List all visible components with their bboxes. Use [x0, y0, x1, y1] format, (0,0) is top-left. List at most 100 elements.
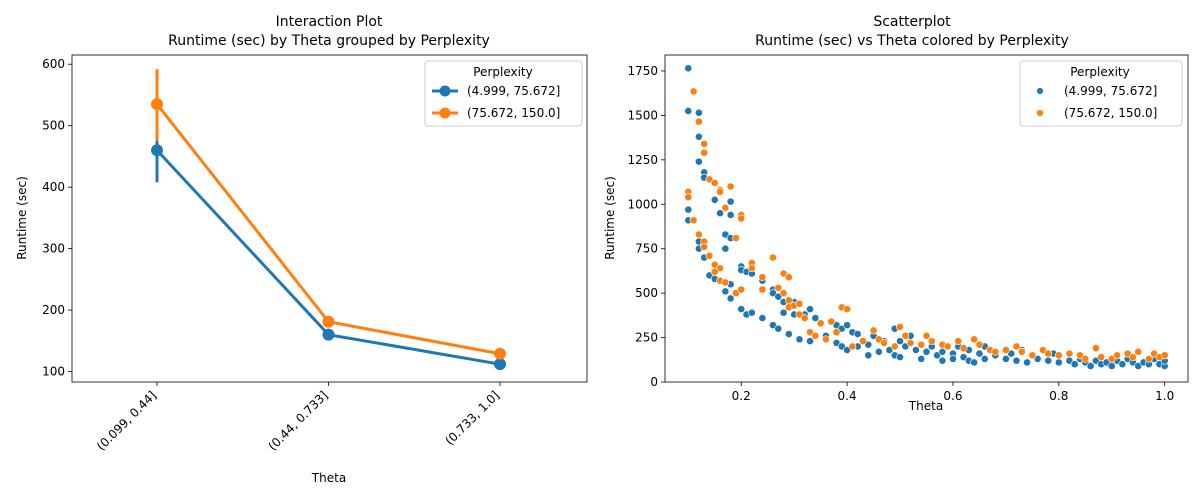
interaction-plot-y-ticks: 100 200 300 400 500 600	[42, 57, 72, 379]
scatterplot-point	[732, 234, 740, 242]
scatterplot-point	[705, 251, 714, 260]
scatterplot-point	[689, 87, 698, 96]
scatterplot-point	[912, 346, 920, 354]
scatterplot-point	[837, 324, 846, 333]
scatterplot-point	[784, 273, 793, 282]
scatterplot-point	[1134, 347, 1143, 356]
interaction-plot-marks	[151, 69, 506, 371]
scatterplot-point	[943, 342, 952, 351]
scatterplot-point	[906, 339, 915, 347]
scatterplot-point	[726, 182, 735, 191]
scatterplot-point	[758, 285, 767, 294]
scatterplot-point	[1081, 354, 1090, 363]
scatterplot-point	[1134, 362, 1143, 370]
scatterplot-legend-title: Perplexity	[1070, 65, 1130, 79]
scatterplot-marks	[684, 64, 1169, 370]
scatterplot-x-ticks: 0.2 0.4 0.6 0.8 1.0	[732, 382, 1174, 403]
interaction-plot-point	[494, 358, 506, 371]
scatterplot-point	[1076, 351, 1084, 360]
scatterplot-y-tick-label: 250	[635, 331, 658, 345]
interaction-plot-legend-title: Perplexity	[473, 65, 533, 79]
scatterplot-point	[832, 339, 841, 347]
scatterplot-point	[917, 354, 926, 363]
scatterplot-point	[1107, 362, 1116, 370]
scatterplot-point	[874, 335, 883, 344]
scatterplot-point	[694, 230, 703, 239]
scatterplot-point	[726, 211, 735, 219]
scatterplot-y-axis-label: Runtime (sec)	[603, 176, 617, 260]
interaction-plot-legend-entry-2: (75.672, 150.0]	[432, 106, 560, 120]
scatterplot-legend-label-2: (75.672, 150.0]	[1064, 106, 1157, 120]
scatterplot-point	[980, 354, 989, 363]
scatterplot-point	[853, 330, 862, 338]
scatterplot-point	[684, 205, 693, 214]
scatterplot-point	[747, 308, 756, 317]
scatterplot-point	[795, 310, 804, 319]
interaction-plot-y-axis-label: Runtime (sec)	[15, 176, 29, 260]
interaction-plot-title-line-1: Interaction Plot	[276, 14, 383, 30]
scatterplot-point	[843, 305, 851, 314]
scatterplot-y-tick-label: 1000	[627, 197, 658, 211]
interaction-plot-point	[494, 347, 506, 360]
scatterplot-x-tick-label: 0.2	[732, 389, 751, 403]
scatterplot-point	[1070, 360, 1079, 369]
scatterplot-point	[896, 337, 904, 346]
scatterplot-point	[1065, 349, 1074, 358]
scatterplot-point	[716, 209, 724, 218]
interaction-plot-legend-box	[424, 60, 583, 127]
scatterplot-point	[848, 342, 857, 351]
scatterplot-point	[970, 335, 979, 344]
scatterplot-point	[1054, 351, 1063, 360]
scatterplot-point	[721, 287, 730, 296]
scatterplot-point	[975, 340, 984, 349]
scatterplot-point	[758, 314, 767, 322]
scatterplot-point	[737, 305, 746, 314]
interaction-plot-point	[322, 328, 335, 341]
scatterplot-point	[784, 296, 793, 305]
scatterplot-point	[1129, 353, 1137, 362]
scatterplot-title-line-1: Scatterplot	[873, 14, 951, 30]
scatterplot-point	[843, 346, 851, 354]
scatterplot-point	[1023, 358, 1031, 367]
scatterplot-point	[1091, 356, 1100, 365]
scatterplot-point	[822, 335, 830, 344]
scatterplot-point	[779, 308, 788, 317]
scatterplot-point	[721, 230, 730, 239]
scatterplot-point	[721, 203, 730, 212]
scatterplot-point	[901, 342, 910, 351]
scatterplot-point	[811, 314, 820, 322]
scatterplot-point	[774, 324, 783, 333]
interaction-plot-legend-marker-2	[439, 107, 451, 119]
scatterplot-point	[1118, 360, 1127, 369]
scatterplot-x-tick-label: 0.4	[838, 389, 857, 403]
scatterplot-point	[705, 175, 714, 184]
scatterplot-point	[694, 108, 703, 117]
interaction-plot-y-tick-label: 500	[42, 119, 65, 133]
scatterplot-point	[732, 289, 740, 298]
scatterplot-point	[700, 148, 709, 157]
scatterplot-point	[827, 317, 836, 326]
interaction-plot-legend-entry-1: (4.999, 75.672]	[432, 84, 560, 98]
scatterplot-point	[1091, 344, 1100, 353]
scatterplot-point	[975, 349, 984, 358]
scatterplot-point	[1012, 356, 1021, 365]
interaction-plot-point	[151, 144, 163, 157]
scatterplot-legend-entry-1: (4.999, 75.672]	[1036, 84, 1157, 98]
interaction-plot-legend-label-1: (4.999, 75.672]	[467, 84, 560, 98]
scatterplot-point	[864, 351, 873, 360]
scatterplot-point	[774, 283, 783, 292]
interaction-plot-legend: Perplexity (4.999, 75.672] (75.672, 150.…	[424, 60, 583, 127]
scatterplot-point	[710, 267, 719, 276]
scatterplot-point	[769, 321, 777, 330]
scatterplot-title-line-2: Runtime (sec) vs Theta colored by Perple…	[755, 33, 1069, 49]
scatterplot-point	[774, 292, 783, 301]
scatterplot-point	[1002, 354, 1010, 363]
scatterplot-point	[991, 347, 1000, 356]
scatterplot-point	[832, 328, 841, 337]
scatterplot-point	[922, 331, 931, 340]
scatterplot-point	[684, 64, 693, 73]
scatterplot-point	[726, 294, 735, 303]
scatterplot-point	[747, 264, 756, 273]
scatterplot-point	[1144, 354, 1153, 363]
interaction-plot-y-tick-label: 300	[42, 242, 65, 256]
